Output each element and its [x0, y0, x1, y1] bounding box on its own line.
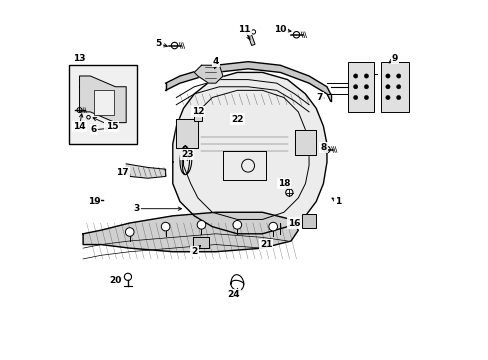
Circle shape [353, 74, 357, 78]
Polygon shape [194, 65, 223, 83]
Circle shape [233, 221, 241, 229]
Text: 8: 8 [320, 143, 326, 152]
Circle shape [285, 189, 292, 196]
Circle shape [268, 222, 277, 231]
Text: 18: 18 [277, 179, 289, 188]
Text: 20: 20 [109, 276, 122, 285]
Text: 14: 14 [73, 122, 86, 131]
Text: 23: 23 [181, 150, 193, 159]
Polygon shape [172, 72, 326, 234]
Circle shape [364, 85, 368, 89]
Polygon shape [176, 119, 198, 148]
Text: 22: 22 [231, 114, 243, 123]
Circle shape [396, 95, 400, 100]
Text: 17: 17 [116, 168, 129, 177]
Bar [380, 62, 408, 112]
Polygon shape [192, 237, 208, 248]
Text: 9: 9 [391, 54, 398, 63]
Circle shape [385, 95, 389, 100]
Circle shape [161, 222, 169, 231]
Bar [94, 90, 113, 116]
Circle shape [385, 74, 389, 78]
Polygon shape [126, 164, 165, 178]
Text: 10: 10 [274, 25, 286, 34]
Text: 5: 5 [155, 39, 161, 48]
Text: 13: 13 [73, 54, 85, 63]
Bar [301, 214, 316, 228]
Circle shape [353, 85, 357, 89]
Text: 15: 15 [105, 122, 118, 131]
Polygon shape [165, 62, 330, 101]
Polygon shape [83, 212, 298, 252]
Text: 11: 11 [238, 25, 250, 34]
Text: 7: 7 [316, 93, 323, 102]
Circle shape [364, 95, 368, 100]
Text: 12: 12 [191, 107, 203, 116]
Circle shape [125, 228, 134, 236]
Circle shape [364, 74, 368, 78]
Circle shape [396, 74, 400, 78]
Bar [348, 62, 373, 112]
Text: 21: 21 [259, 240, 272, 249]
Text: 6: 6 [91, 125, 97, 134]
Text: 3: 3 [134, 204, 140, 213]
Text: 2: 2 [191, 247, 197, 256]
Circle shape [385, 85, 389, 89]
Text: 1: 1 [334, 197, 340, 206]
Text: 24: 24 [227, 290, 240, 299]
FancyBboxPatch shape [69, 65, 137, 144]
Polygon shape [80, 76, 126, 123]
Circle shape [396, 85, 400, 89]
Text: 16: 16 [288, 219, 300, 228]
Bar [246, 31, 255, 45]
Circle shape [197, 221, 205, 229]
Polygon shape [294, 130, 316, 155]
Text: 19: 19 [87, 197, 100, 206]
Bar [194, 113, 202, 121]
Text: 4: 4 [212, 57, 219, 66]
Circle shape [353, 95, 357, 100]
